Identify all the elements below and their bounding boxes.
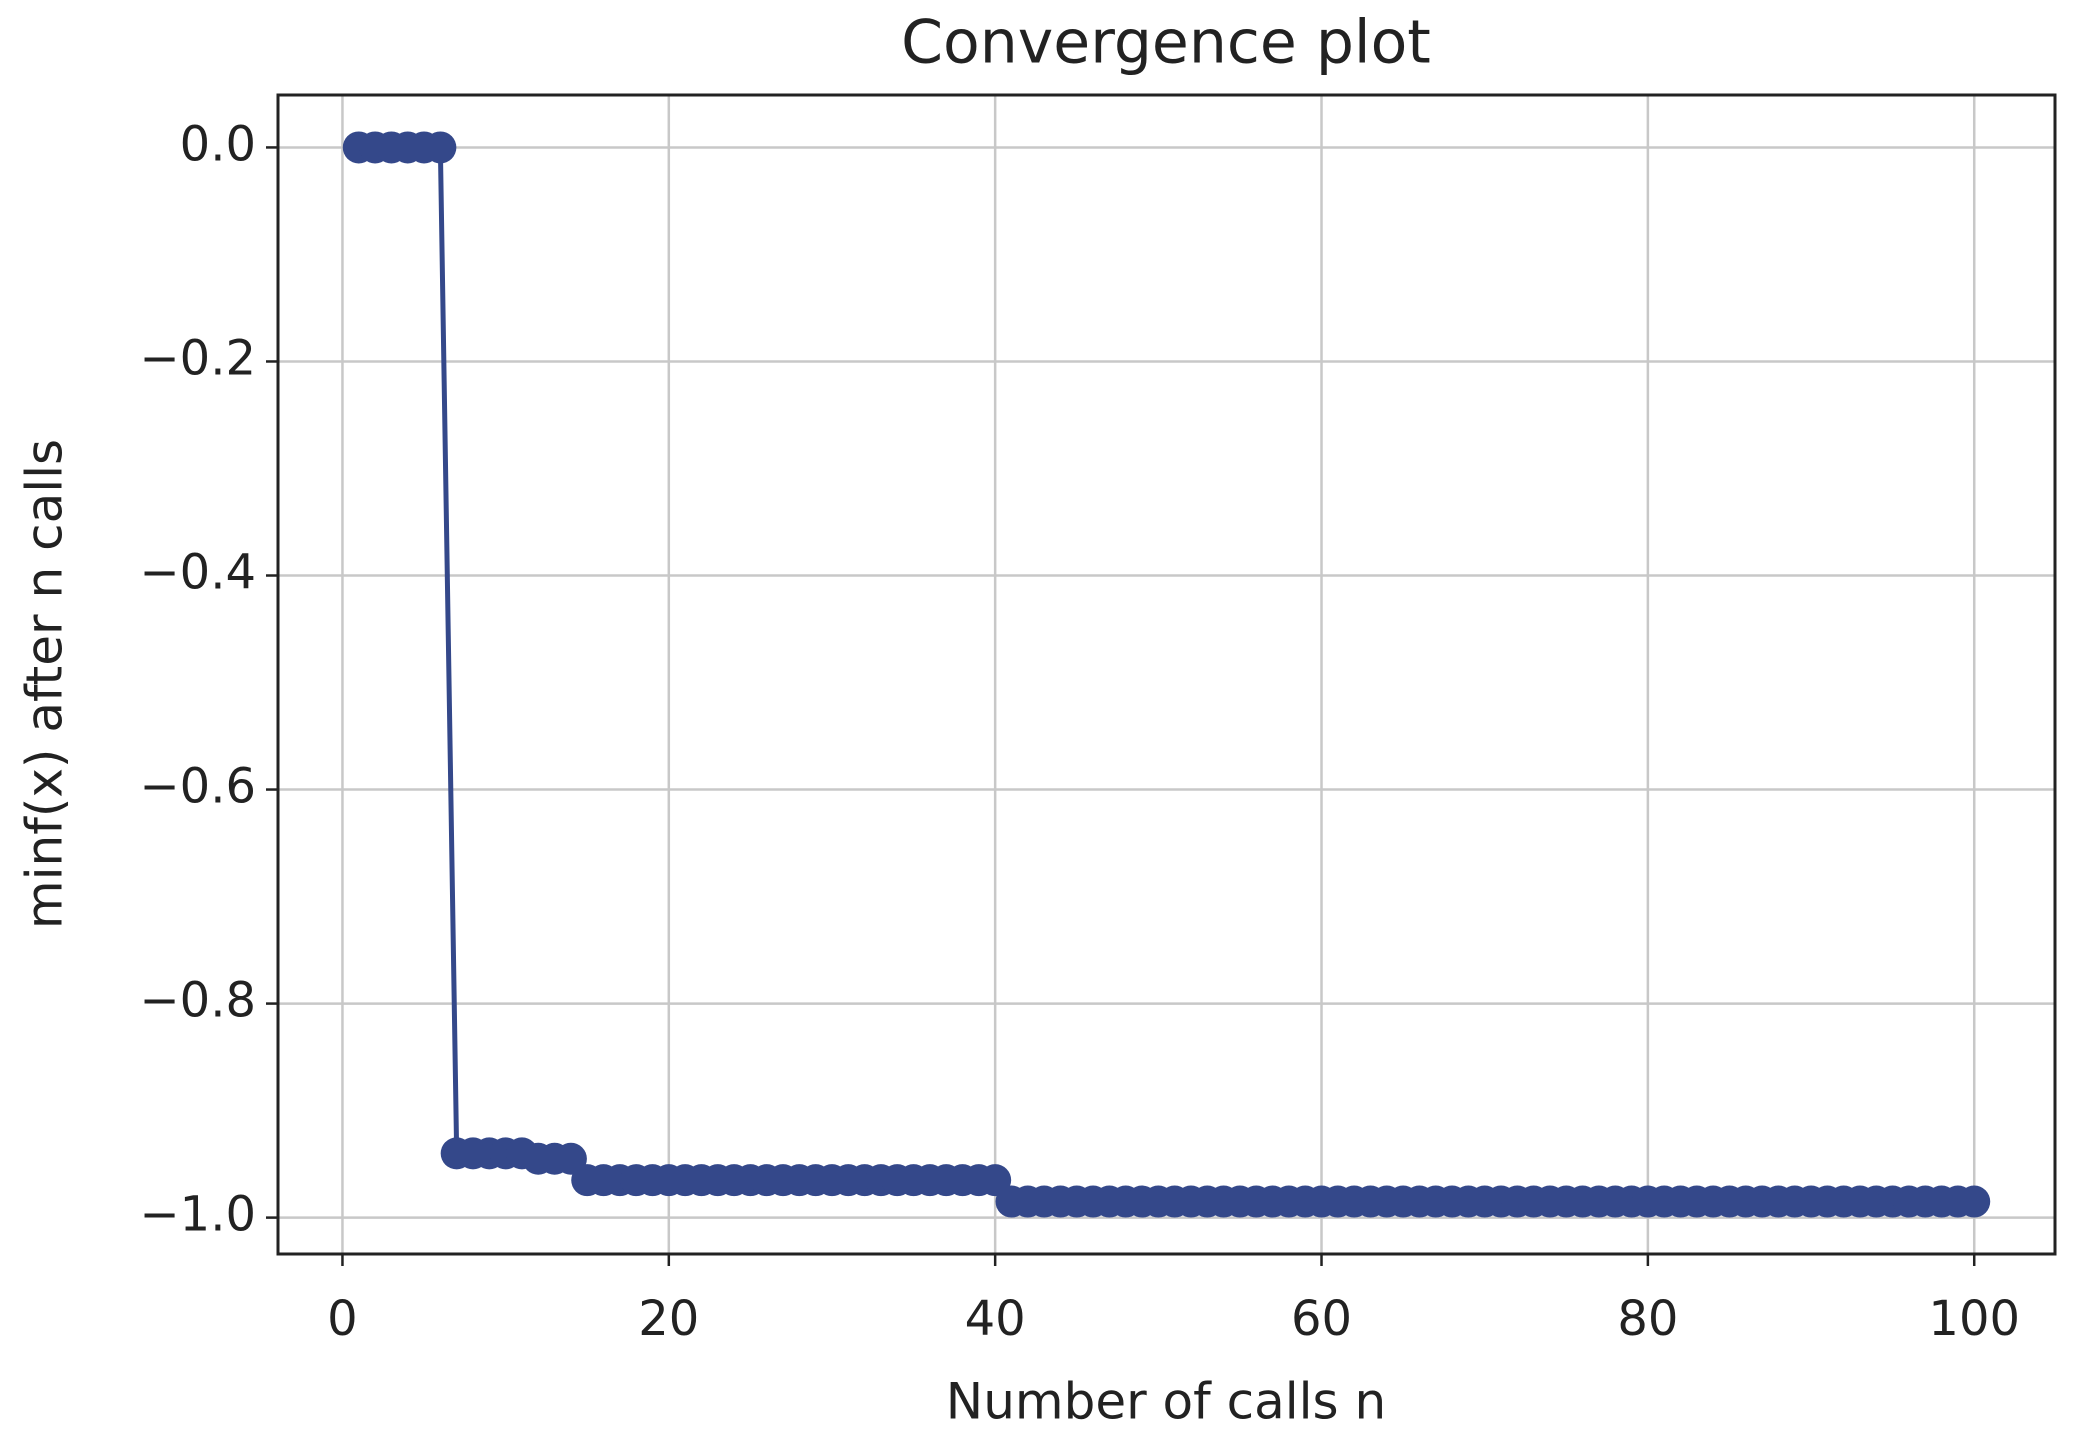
x-tick-label: 0 bbox=[327, 1291, 358, 1347]
x-tick-label: 60 bbox=[1291, 1291, 1352, 1347]
point bbox=[1958, 1185, 1991, 1218]
y-tick-label: −0.8 bbox=[139, 973, 256, 1029]
x-axis-label: Number of calls n bbox=[946, 1373, 1386, 1431]
x-tick-label: 80 bbox=[1617, 1291, 1678, 1347]
x-tick-label: 40 bbox=[965, 1291, 1026, 1347]
y-tick-label: −0.6 bbox=[139, 759, 256, 815]
point bbox=[424, 131, 457, 164]
y-tick-label: −0.4 bbox=[139, 545, 256, 601]
x-tick-label: 20 bbox=[638, 1291, 699, 1347]
x-tick-label: 100 bbox=[1928, 1291, 2020, 1347]
y-tick-label: −0.2 bbox=[139, 330, 256, 386]
y-axis-label: minf(x) after n calls bbox=[16, 439, 74, 929]
plot-frame bbox=[276, 93, 2057, 1256]
chart-title: Convergence plot bbox=[901, 8, 1431, 78]
y-tick-label: −1.0 bbox=[139, 1187, 256, 1243]
y-tick-label: 0.0 bbox=[180, 116, 256, 172]
